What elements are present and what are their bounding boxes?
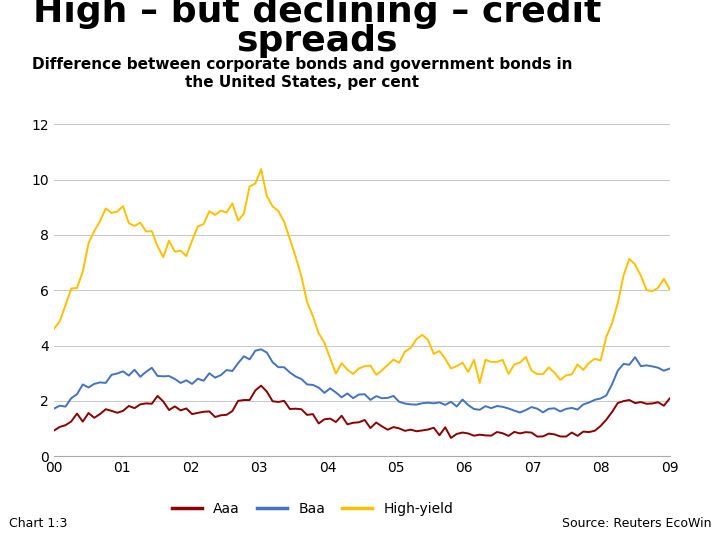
Text: High – but declining – credit: High – but declining – credit [32, 0, 601, 29]
Text: Source: Reuters EcoWin: Source: Reuters EcoWin [562, 517, 711, 530]
Text: the United States, per cent: the United States, per cent [185, 75, 419, 90]
Text: RIKSBANK: RIKSBANK [648, 68, 693, 77]
Text: spreads: spreads [236, 24, 397, 58]
Text: ✿  ✿: ✿ ✿ [662, 41, 678, 47]
Text: SVERIGES: SVERIGES [649, 56, 691, 65]
Legend: Aaa, Baa, High-yield: Aaa, Baa, High-yield [166, 496, 459, 522]
Text: Chart 1:3: Chart 1:3 [9, 517, 67, 530]
Text: ✿✿✿: ✿✿✿ [662, 22, 679, 28]
Text: Difference between corporate bonds and government bonds in: Difference between corporate bonds and g… [32, 57, 572, 72]
